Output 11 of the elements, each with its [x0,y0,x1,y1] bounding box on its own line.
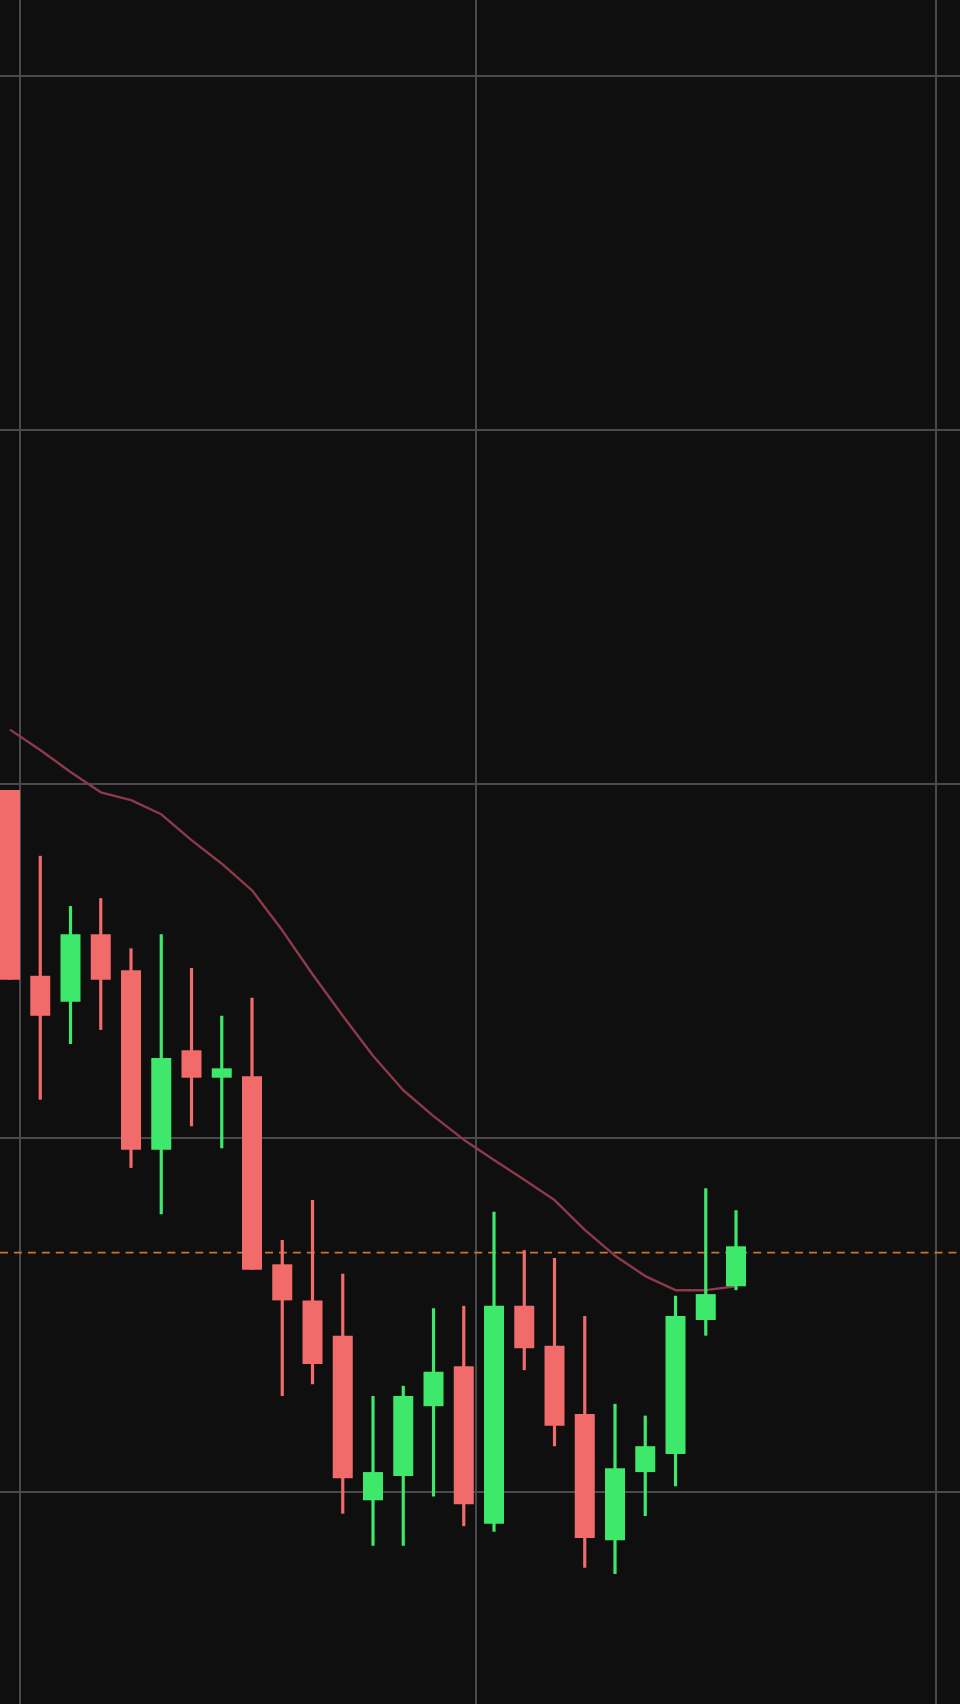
candlestick [695,1186,716,1338]
candlestick [726,1208,747,1292]
candlestick [272,1238,293,1398]
candlestick [423,1306,444,1498]
candlestick [635,1414,656,1518]
candlestick [211,1014,232,1150]
candlestick [363,1394,384,1548]
candlestick [514,1248,535,1372]
candlestick [30,854,51,1102]
candlestick [181,966,202,1128]
candlestick [90,896,111,1032]
